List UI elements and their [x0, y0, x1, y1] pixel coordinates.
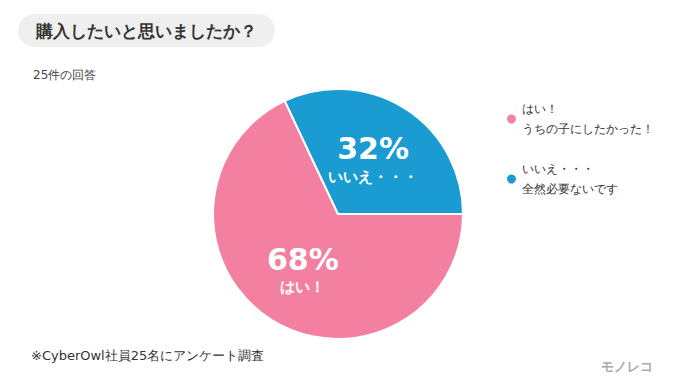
svg-text:全然必要ないです: 全然必要ないです	[522, 182, 618, 196]
svg-text:32%: 32%	[337, 131, 409, 166]
svg-text:いいえ・・・: いいえ・・・	[522, 162, 594, 176]
svg-text:購入したいと思いましたか？: 購入したいと思いましたか？	[35, 21, 257, 41]
svg-text:はい！: はい！	[522, 102, 558, 116]
svg-text:いいえ・・・: いいえ・・・	[328, 168, 418, 186]
svg-text:はい！: はい！	[280, 278, 325, 296]
svg-text:うちの子にしたかった！: うちの子にしたかった！	[522, 122, 654, 136]
svg-text:68%: 68%	[267, 242, 339, 277]
svg-text:モノレコ: モノレコ	[601, 359, 653, 374]
svg-text:※CyberOwl社員25名にアンケート調査: ※CyberOwl社員25名にアンケート調査	[31, 348, 264, 363]
svg-text:25件の回答: 25件の回答	[33, 68, 96, 82]
